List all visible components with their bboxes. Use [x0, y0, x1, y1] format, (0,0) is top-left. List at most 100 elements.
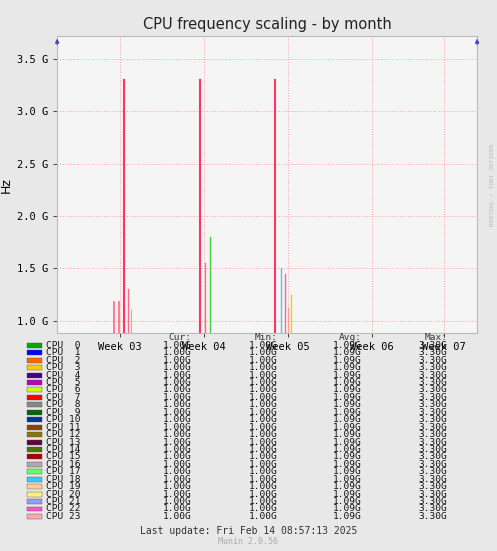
Text: 1.09G: 1.09G — [333, 348, 362, 357]
Text: CPU  8: CPU 8 — [46, 401, 81, 409]
Text: 1.00G: 1.00G — [248, 401, 277, 409]
Text: 1.09G: 1.09G — [333, 401, 362, 409]
Text: 1.00G: 1.00G — [248, 445, 277, 454]
Text: 1.00G: 1.00G — [163, 430, 191, 439]
Text: 1.09G: 1.09G — [333, 505, 362, 514]
Text: CPU  6: CPU 6 — [46, 386, 81, 395]
Text: 3.30G: 3.30G — [418, 356, 447, 365]
Text: CPU 15: CPU 15 — [46, 452, 81, 461]
Text: 3.30G: 3.30G — [418, 497, 447, 506]
Text: CPU  3: CPU 3 — [46, 363, 81, 372]
Text: 1.00G: 1.00G — [163, 437, 191, 446]
Text: 1.09G: 1.09G — [333, 437, 362, 446]
Text: 1.09G: 1.09G — [333, 430, 362, 439]
Text: 1.00G: 1.00G — [248, 356, 277, 365]
Text: 1.00G: 1.00G — [248, 512, 277, 521]
Text: CPU  2: CPU 2 — [46, 356, 81, 365]
Text: 1.00G: 1.00G — [163, 467, 191, 476]
Text: CPU 16: CPU 16 — [46, 460, 81, 469]
Text: CPU 23: CPU 23 — [46, 512, 81, 521]
Text: 3.30G: 3.30G — [418, 505, 447, 514]
Text: 3.30G: 3.30G — [418, 378, 447, 387]
Text: RRDTOOL / TOBI OETIKER: RRDTOOL / TOBI OETIKER — [490, 143, 495, 226]
Text: 1.00G: 1.00G — [163, 452, 191, 461]
Text: CPU 14: CPU 14 — [46, 445, 81, 454]
Text: 1.09G: 1.09G — [333, 378, 362, 387]
Y-axis label: Hz: Hz — [0, 177, 13, 192]
Text: CPU 19: CPU 19 — [46, 482, 81, 491]
Text: 1.00G: 1.00G — [163, 475, 191, 484]
Text: 1.09G: 1.09G — [333, 482, 362, 491]
Text: 3.30G: 3.30G — [418, 437, 447, 446]
Text: 1.00G: 1.00G — [163, 408, 191, 417]
Text: CPU 12: CPU 12 — [46, 430, 81, 439]
Text: 1.00G: 1.00G — [163, 512, 191, 521]
Text: 1.00G: 1.00G — [248, 341, 277, 350]
Text: 1.00G: 1.00G — [248, 475, 277, 484]
Text: 1.00G: 1.00G — [163, 415, 191, 424]
Text: 1.00G: 1.00G — [248, 386, 277, 395]
Text: 3.30G: 3.30G — [418, 363, 447, 372]
Text: 1.09G: 1.09G — [333, 393, 362, 402]
Text: CPU  1: CPU 1 — [46, 348, 81, 357]
Text: CPU 22: CPU 22 — [46, 505, 81, 514]
Text: 3.30G: 3.30G — [418, 430, 447, 439]
Text: 1.00G: 1.00G — [248, 497, 277, 506]
Text: 1.00G: 1.00G — [248, 460, 277, 469]
Text: 1.00G: 1.00G — [163, 393, 191, 402]
Text: CPU  9: CPU 9 — [46, 408, 81, 417]
Text: Min:: Min: — [254, 333, 277, 342]
Text: 1.09G: 1.09G — [333, 371, 362, 380]
Text: 1.00G: 1.00G — [163, 341, 191, 350]
Text: CPU 18: CPU 18 — [46, 475, 81, 484]
Text: 1.00G: 1.00G — [248, 430, 277, 439]
Text: 3.30G: 3.30G — [418, 401, 447, 409]
Text: 3.30G: 3.30G — [418, 393, 447, 402]
Text: 1.09G: 1.09G — [333, 467, 362, 476]
Text: 3.30G: 3.30G — [418, 348, 447, 357]
Text: 3.30G: 3.30G — [418, 408, 447, 417]
Text: Avg:: Avg: — [339, 333, 362, 342]
Text: 1.00G: 1.00G — [163, 386, 191, 395]
Text: 1.09G: 1.09G — [333, 386, 362, 395]
Text: CPU 17: CPU 17 — [46, 467, 81, 476]
Text: 1.00G: 1.00G — [163, 356, 191, 365]
Text: 3.30G: 3.30G — [418, 445, 447, 454]
Text: 1.09G: 1.09G — [333, 490, 362, 499]
Text: 1.00G: 1.00G — [248, 482, 277, 491]
Text: 1.00G: 1.00G — [163, 460, 191, 469]
Text: 3.30G: 3.30G — [418, 371, 447, 380]
Text: 1.00G: 1.00G — [248, 423, 277, 431]
Text: 1.00G: 1.00G — [248, 393, 277, 402]
Text: 1.09G: 1.09G — [333, 415, 362, 424]
Text: 1.00G: 1.00G — [248, 348, 277, 357]
Text: CPU  7: CPU 7 — [46, 393, 81, 402]
Text: CPU 13: CPU 13 — [46, 437, 81, 446]
Text: 1.09G: 1.09G — [333, 475, 362, 484]
Text: 1.00G: 1.00G — [163, 497, 191, 506]
Text: CPU  5: CPU 5 — [46, 378, 81, 387]
Text: 1.00G: 1.00G — [163, 445, 191, 454]
Text: 1.00G: 1.00G — [163, 348, 191, 357]
Text: 1.09G: 1.09G — [333, 363, 362, 372]
Text: 1.09G: 1.09G — [333, 341, 362, 350]
Text: CPU  4: CPU 4 — [46, 371, 81, 380]
Text: 3.30G: 3.30G — [418, 452, 447, 461]
Title: CPU frequency scaling - by month: CPU frequency scaling - by month — [143, 17, 392, 32]
Text: 1.09G: 1.09G — [333, 423, 362, 431]
Text: 3.30G: 3.30G — [418, 490, 447, 499]
Text: 1.00G: 1.00G — [163, 378, 191, 387]
Text: 3.30G: 3.30G — [418, 341, 447, 350]
Text: 1.00G: 1.00G — [163, 490, 191, 499]
Text: CPU 20: CPU 20 — [46, 490, 81, 499]
Text: 1.00G: 1.00G — [248, 363, 277, 372]
Text: Last update: Fri Feb 14 08:57:13 2025: Last update: Fri Feb 14 08:57:13 2025 — [140, 526, 357, 537]
Text: 1.00G: 1.00G — [163, 363, 191, 372]
Text: Munin 2.0.56: Munin 2.0.56 — [219, 537, 278, 547]
Text: 1.09G: 1.09G — [333, 445, 362, 454]
Text: Max:: Max: — [424, 333, 447, 342]
Text: 1.00G: 1.00G — [163, 401, 191, 409]
Text: 1.09G: 1.09G — [333, 497, 362, 506]
Text: 1.00G: 1.00G — [248, 490, 277, 499]
Text: 1.00G: 1.00G — [163, 423, 191, 431]
